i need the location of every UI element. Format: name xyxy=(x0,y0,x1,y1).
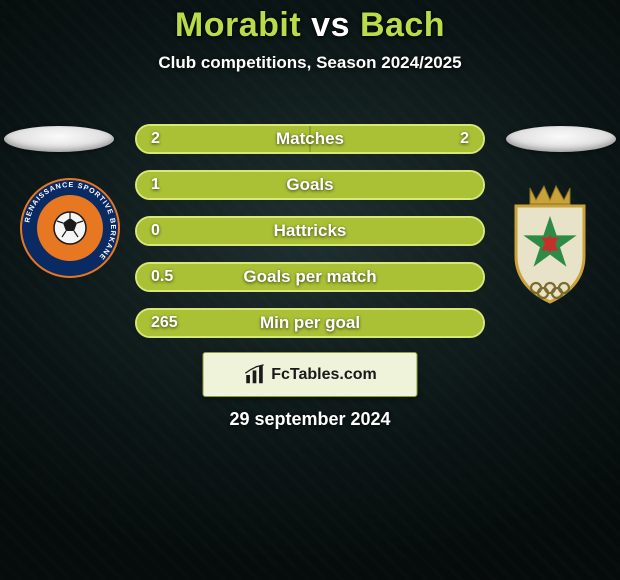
stat-value-left: 265 xyxy=(137,314,192,332)
title-player2: Bach xyxy=(360,6,445,44)
far-rabat-crest-icon xyxy=(500,178,600,308)
bar-chart-icon xyxy=(243,364,265,386)
subtitle: Club competitions, Season 2024/2025 xyxy=(158,53,461,73)
page-title: Morabit vs Bach xyxy=(175,6,445,45)
stat-label: Matches xyxy=(137,129,483,149)
stat-value-right: 2 xyxy=(435,130,483,148)
comparison-card: Morabit vs Bach Club competitions, Seaso… xyxy=(0,0,620,580)
stat-value-left: 0.5 xyxy=(137,268,187,286)
stat-row: 1Goals xyxy=(135,170,485,200)
stat-label: Goals xyxy=(137,175,483,195)
stats-list: 2Matches2 1Goals 0Hattricks 0.5Goals per ma… xyxy=(135,124,485,338)
title-vs: vs xyxy=(311,6,350,44)
stat-value-left: 0 xyxy=(137,222,185,240)
stat-value-left: 1 xyxy=(137,176,185,194)
title-player1: Morabit xyxy=(175,6,301,44)
rs-berkane-crest-icon: RENAISSANCE SPORTIVE BERKANE xyxy=(20,178,120,278)
stat-row: 0.5Goals per match xyxy=(135,262,485,292)
player1-photo-placeholder xyxy=(4,126,114,152)
stat-row: 265Min per goal xyxy=(135,308,485,338)
club-logo-right xyxy=(500,178,600,308)
attribution-badge[interactable]: FcTables.com xyxy=(203,352,418,397)
attribution-text: FcTables.com xyxy=(271,366,377,384)
club-logo-left: RENAISSANCE SPORTIVE BERKANE xyxy=(20,178,120,278)
stat-value-left: 2 xyxy=(137,130,185,148)
stat-row: 2Matches2 xyxy=(135,124,485,154)
player2-photo-placeholder xyxy=(506,126,616,152)
stat-label: Goals per match xyxy=(137,267,483,287)
stat-row: 0Hattricks xyxy=(135,216,485,246)
stat-label: Hattricks xyxy=(137,221,483,241)
date: 29 september 2024 xyxy=(0,409,620,430)
